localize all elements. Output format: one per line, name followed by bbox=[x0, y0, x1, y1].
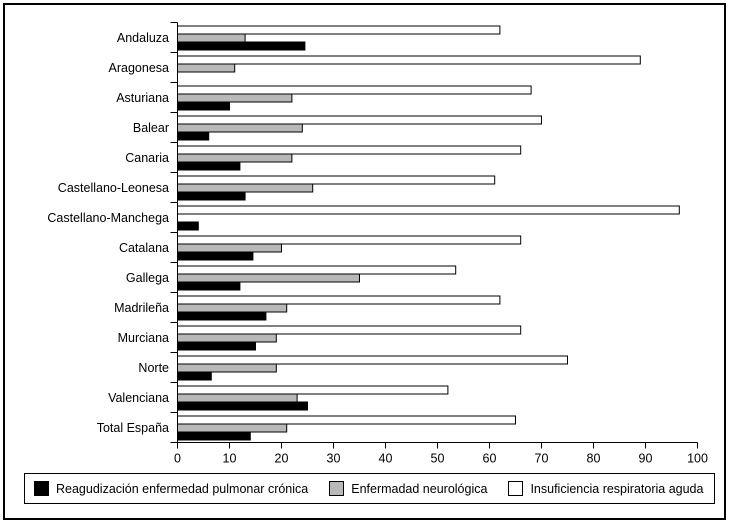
svg-text:Catalana: Catalana bbox=[119, 241, 169, 255]
svg-text:50: 50 bbox=[431, 452, 445, 466]
svg-text:Total España: Total España bbox=[97, 421, 169, 435]
svg-text:Andaluza: Andaluza bbox=[117, 31, 169, 45]
legend-label-pulmonar: Reagudización enfermedad pulmonar crónic… bbox=[56, 481, 309, 496]
svg-text:60: 60 bbox=[483, 452, 497, 466]
svg-text:20: 20 bbox=[275, 452, 289, 466]
svg-text:30: 30 bbox=[327, 452, 341, 466]
legend-swatch-white bbox=[508, 481, 524, 496]
legend-label-respiratoria: Insuficiencia respiratoria aguda bbox=[530, 481, 704, 496]
svg-text:Canaria: Canaria bbox=[125, 151, 169, 165]
svg-text:40: 40 bbox=[379, 452, 393, 466]
svg-text:Asturiana: Asturiana bbox=[116, 91, 169, 105]
svg-text:0: 0 bbox=[174, 452, 181, 466]
legend: Reagudización enfermedad pulmonar crónic… bbox=[24, 473, 715, 504]
legend-item-neurologica: Enfermadad neurológica bbox=[329, 481, 487, 496]
figure-frame: Andaluza Aragonesa Asturiana Balear Canaria C… bbox=[3, 3, 726, 520]
legend-item-respiratoria: Insuficiencia respiratoria aguda bbox=[508, 481, 703, 496]
svg-text:Madrileña: Madrileña bbox=[114, 301, 169, 315]
legend-item-pulmonar: Reagudización enfermedad pulmonar crónic… bbox=[34, 481, 308, 496]
legend-swatch-black bbox=[34, 481, 49, 496]
svg-text:Castellano-Leonesa: Castellano-Leonesa bbox=[58, 181, 169, 195]
bar-chart: Andaluza Aragonesa Asturiana Balear Canaria C… bbox=[47, 22, 708, 466]
svg-text:10: 10 bbox=[223, 452, 237, 466]
svg-text:Gallega: Gallega bbox=[126, 271, 169, 285]
svg-text:100: 100 bbox=[687, 452, 708, 466]
svg-text:Murciana: Murciana bbox=[118, 331, 169, 345]
svg-text:80: 80 bbox=[587, 452, 601, 466]
svg-text:Norte: Norte bbox=[138, 361, 169, 375]
svg-text:Valenciana: Valenciana bbox=[108, 391, 169, 405]
svg-text:70: 70 bbox=[535, 452, 549, 466]
svg-text:Balear: Balear bbox=[133, 121, 169, 135]
legend-swatch-gray bbox=[329, 481, 345, 496]
svg-text:Castellano-Manchega: Castellano-Manchega bbox=[47, 211, 169, 225]
svg-text:90: 90 bbox=[639, 452, 653, 466]
svg-text:Aragonesa: Aragonesa bbox=[109, 61, 170, 75]
legend-label-neurologica: Enfermadad neurológica bbox=[351, 481, 488, 496]
